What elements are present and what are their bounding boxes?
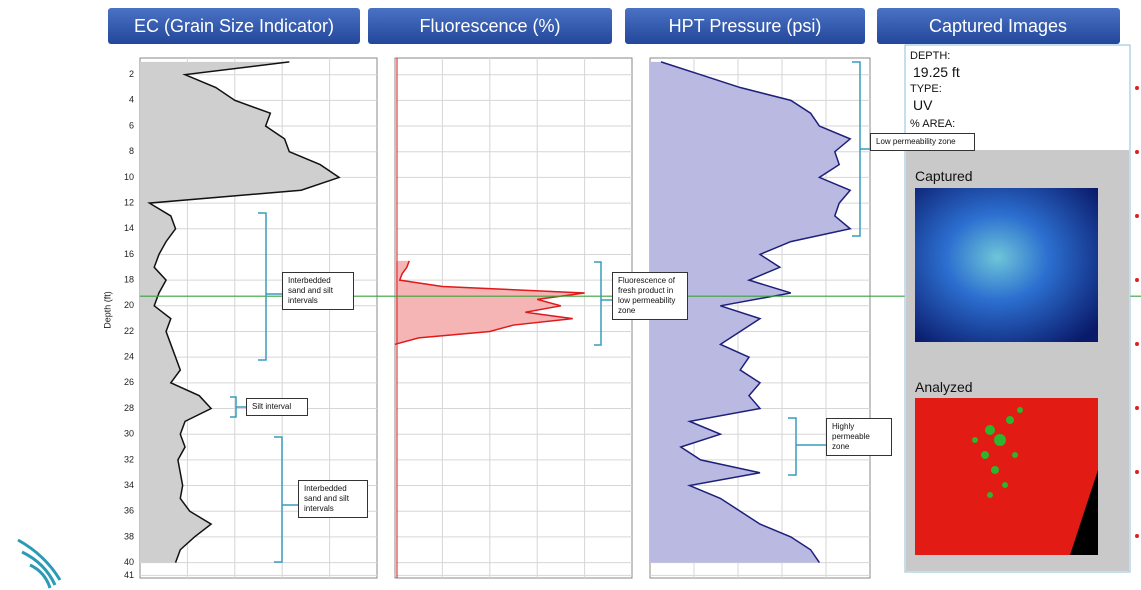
y-tick-label: 10 (124, 172, 134, 182)
y-tick-label: 16 (124, 249, 134, 259)
depth-value: 19.25 ft (913, 64, 960, 80)
chart-title: Fluorescence (%) (419, 16, 560, 36)
analyzed-label: Analyzed (915, 379, 973, 395)
header (877, 8, 1120, 44)
analyzed-shadow (1070, 470, 1098, 555)
annotation: Highly permeable zone (826, 418, 892, 456)
y-tick-label: 41 (124, 570, 134, 580)
chart-title: EC (Grain Size Indicator) (134, 16, 334, 36)
y-tick-label: 28 (124, 403, 134, 413)
analyzed-specks (972, 407, 1023, 498)
y-tick-label: 34 (124, 480, 134, 490)
logo (17, 538, 62, 589)
y-tick-label: 38 (124, 531, 134, 541)
area-fill (650, 61, 851, 563)
y-tick-label: 18 (124, 274, 134, 284)
curve (660, 61, 852, 564)
brackets (230, 61, 870, 563)
y-tick-label: 24 (124, 352, 134, 362)
y-tick-label: 26 (124, 377, 134, 387)
header (108, 8, 360, 44)
y-tick-label: 32 (124, 454, 134, 464)
y-tick-label: 40 (124, 557, 134, 567)
type-label: TYPE: (910, 83, 942, 95)
y-tick-label: 36 (124, 506, 134, 516)
y-tick-label: 2 (129, 69, 134, 79)
annotation: Low permeability zone (870, 133, 975, 151)
y-tick-label: 30 (124, 429, 134, 439)
header (368, 8, 612, 44)
analyzed-image (915, 398, 1098, 555)
y-tick-label: 14 (124, 223, 134, 233)
depth-label: DEPTH: (910, 50, 951, 62)
chart-title: HPT Pressure (psi) (669, 16, 822, 36)
type-value: UV (913, 97, 933, 113)
annotation: Silt interval (246, 398, 308, 416)
annotation: Interbedded sand and silt intervals (282, 272, 354, 310)
panel-title: Captured Images (929, 16, 1067, 36)
y-tick-label: 8 (129, 146, 134, 156)
area-fill (395, 260, 585, 345)
y-tick-label: 22 (124, 326, 134, 336)
curve (394, 260, 585, 346)
captured-image (915, 188, 1098, 342)
y-tick-label: 4 (129, 95, 134, 105)
area-label: % AREA: (910, 118, 956, 130)
captured-label: Captured (915, 168, 973, 184)
curve (147, 61, 341, 563)
scroll-markers (1135, 86, 1139, 538)
y-tick-label: 6 (129, 120, 134, 130)
y-tick-label: 12 (124, 197, 134, 207)
header (625, 8, 865, 44)
area-fill (140, 61, 340, 563)
y-tick-label: 20 (124, 300, 134, 310)
annotation: Fluorescence of fresh product in low per… (612, 272, 688, 320)
annotation: Interbedded sand and silt intervals (298, 480, 368, 518)
y-axis-label: Depth (ft) (102, 291, 112, 329)
